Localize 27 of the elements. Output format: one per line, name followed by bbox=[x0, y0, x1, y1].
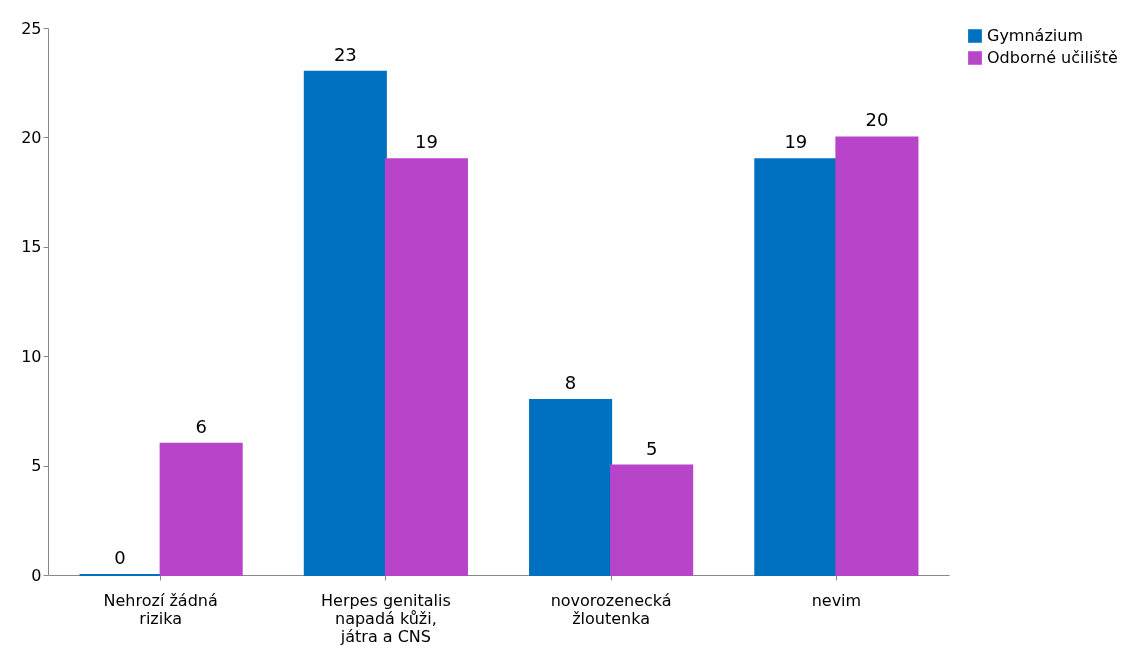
bar bbox=[610, 464, 694, 576]
bar bbox=[384, 158, 468, 576]
legend-label: Gymnázium bbox=[987, 26, 1083, 45]
x-tick-label: novorozenecká žloutenka bbox=[550, 590, 672, 628]
data-label: 8 bbox=[564, 371, 577, 393]
y-tick-label: 15 bbox=[21, 237, 42, 257]
bar bbox=[529, 398, 613, 576]
data-label: 19 bbox=[414, 131, 438, 153]
bar bbox=[303, 70, 387, 576]
bar bbox=[159, 442, 243, 576]
y-tick-label: 0 bbox=[31, 565, 42, 585]
y-tick-label: 10 bbox=[21, 346, 42, 366]
data-label: 19 bbox=[784, 131, 808, 153]
x-tick-label: nevim bbox=[811, 590, 862, 610]
x-tick-label: Nehrozí žádná rizika bbox=[103, 590, 218, 628]
x-tick-label: Herpes genitalis napadá kůži, játra a CNS bbox=[320, 590, 451, 646]
y-tick-label: 5 bbox=[31, 456, 42, 476]
data-label: 5 bbox=[645, 437, 658, 459]
y-tick-label: 25 bbox=[21, 18, 42, 38]
bar bbox=[835, 136, 919, 576]
data-label: 23 bbox=[333, 43, 357, 65]
bar bbox=[754, 158, 838, 576]
data-label: 0 bbox=[114, 547, 126, 568]
data-label: 6 bbox=[195, 415, 207, 437]
data-label: 20 bbox=[865, 109, 889, 131]
legend-label: Odborné učiliště bbox=[987, 48, 1118, 67]
y-tick-label: 20 bbox=[21, 127, 42, 147]
